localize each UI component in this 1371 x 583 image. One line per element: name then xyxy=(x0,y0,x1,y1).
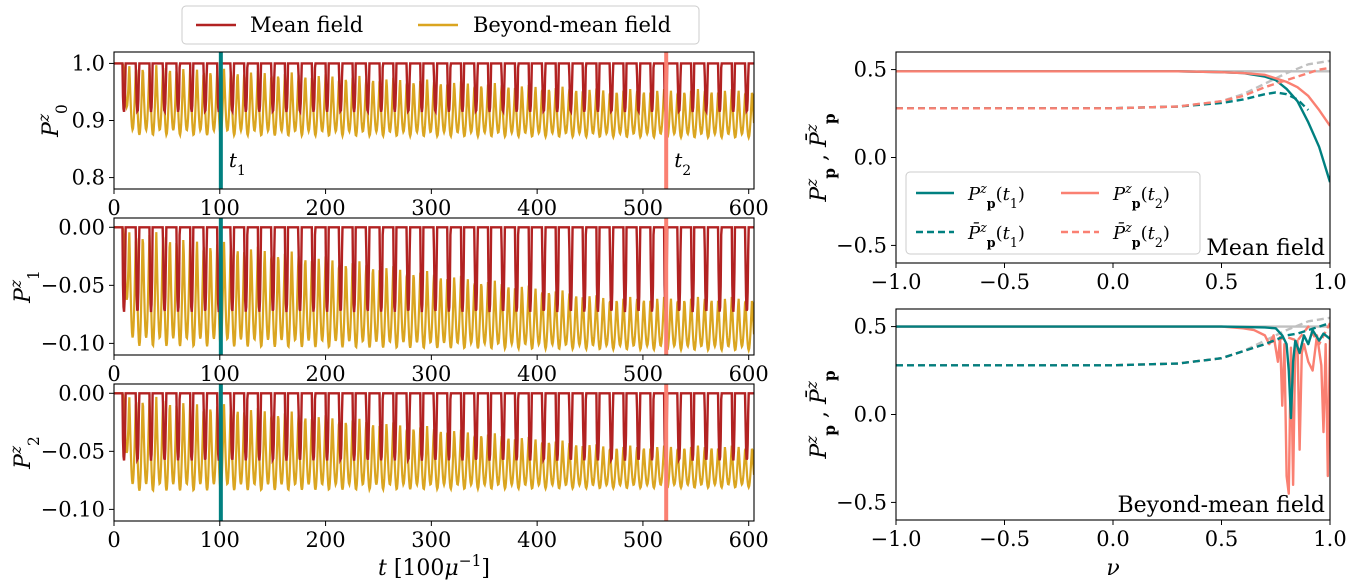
x-tick-label: 400 xyxy=(517,528,557,552)
x-tick-label: 200 xyxy=(306,196,346,220)
x-tick-label: 1.0 xyxy=(1313,527,1346,551)
series-line xyxy=(896,70,1330,183)
panel-label: Mean field xyxy=(1206,236,1325,261)
legend-label-mean-field: Mean field xyxy=(250,13,363,37)
panel-beyond-mean-field-spectrum: −1.0 −0.5 0.0 0.5 1.0 0.5 0.0 −0.5 Pzp , P̄zp Bey… xyxy=(803,308,1347,581)
y-tick-label: −0.10 xyxy=(41,331,105,355)
series-line xyxy=(896,59,1330,110)
panel-p2: 0 100 200 300 400 500 600 0.00 −0.05 −0.10 Pz2 t [1… xyxy=(7,381,769,581)
y-tick-label: −0.05 xyxy=(41,273,105,297)
x-tick-label: 100 xyxy=(200,362,240,386)
y-axis-label: Pz1 xyxy=(7,270,43,304)
x-tick-label: 100 xyxy=(200,528,240,552)
x-tick-label: 400 xyxy=(517,362,557,386)
y-tick-label: 0.0 xyxy=(854,403,887,427)
series-line xyxy=(896,66,1330,110)
y-axis-label-text: Pz0 xyxy=(35,104,71,138)
x-tick-label: −1.0 xyxy=(871,527,922,551)
panel-mean-field-spectrum: −1.0 −0.5 0.0 0.5 1.0 0.5 0.0 −0.5 Pzp , P̄zp Mea… xyxy=(803,51,1347,294)
series-line xyxy=(896,91,1310,111)
legend-label: Pzp(t1) xyxy=(967,181,1025,211)
y-tick-label: 1.0 xyxy=(72,51,105,75)
series-line xyxy=(896,316,1330,367)
axes-frame xyxy=(113,217,755,356)
plot-area xyxy=(114,218,754,355)
x-tick-label: 600 xyxy=(729,196,769,220)
legend-label-beyond-mean-field: Beyond-mean field xyxy=(473,13,671,37)
y-axis-label: Pzp , P̄zp xyxy=(803,113,839,203)
y-axis-label: Pz0 xyxy=(35,104,71,138)
x-tick-label: −0.5 xyxy=(979,527,1030,551)
y-tick-label: −0.5 xyxy=(836,490,887,514)
x-tick-label: 300 xyxy=(411,196,451,220)
y-axis-label-text: Pz1 xyxy=(7,270,43,304)
x-tick-label: 600 xyxy=(729,528,769,552)
y-axis-label-text: Pzp , P̄zp xyxy=(803,113,839,203)
series-line xyxy=(896,325,1330,495)
y-tick-label: −0.10 xyxy=(41,497,105,521)
x-tick-label: 0.0 xyxy=(1096,527,1129,551)
y-axis-label-text: Pzp , P̄zp xyxy=(803,370,839,460)
y-tick-label: −0.05 xyxy=(41,439,105,463)
series-line xyxy=(896,321,1330,367)
x-tick-label: 0 xyxy=(107,528,120,552)
panel-p0: t1 t2 0 100 200 300 400 500 600 0.8 0.9 1.0 Pz0 xyxy=(35,51,769,220)
y-tick-label: 0.8 xyxy=(72,166,105,190)
y-axis-label: Pzp , P̄zp xyxy=(803,370,839,460)
plot-area xyxy=(896,316,1330,495)
legend-label: Pzp(t2) xyxy=(1112,181,1170,211)
y-tick-label: 0.9 xyxy=(72,109,105,133)
x-tick-label: 0 xyxy=(107,196,120,220)
x-tick-label: 200 xyxy=(306,362,346,386)
x-tick-label: 300 xyxy=(411,528,451,552)
y-axis-label-text: Pz2 xyxy=(7,436,43,470)
x-tick-label: 1.0 xyxy=(1313,270,1346,294)
x-tick-label: 0.5 xyxy=(1205,270,1238,294)
x-tick-label: 200 xyxy=(306,528,346,552)
x-tick-label: 300 xyxy=(411,362,451,386)
x-tick-label: 0.5 xyxy=(1205,527,1238,551)
x-axis-label: ν xyxy=(1106,556,1119,581)
plot-area xyxy=(114,384,754,521)
y-tick-label: −0.5 xyxy=(836,233,887,257)
series-line xyxy=(896,70,1330,127)
y-axis-label: Pz2 xyxy=(7,436,43,470)
axes-frame xyxy=(895,308,1331,521)
legend-label: P̄zp(t2) xyxy=(1112,220,1170,250)
x-tick-label: 400 xyxy=(517,196,557,220)
plot-area xyxy=(896,59,1330,183)
x-tick-label: 500 xyxy=(623,196,663,220)
legend-box xyxy=(905,171,1201,255)
y-tick-label: 0.5 xyxy=(854,58,887,82)
t1-label: t1 xyxy=(229,148,246,179)
legend-label: P̄zp(t1) xyxy=(967,220,1025,250)
t2-label: t2 xyxy=(674,148,691,179)
plot-area xyxy=(114,52,754,189)
x-tick-label: 500 xyxy=(623,528,663,552)
y-tick-label: 0.5 xyxy=(854,315,887,339)
axes-frame xyxy=(113,383,755,522)
x-tick-label: 0 xyxy=(107,362,120,386)
x-tick-label: 500 xyxy=(623,362,663,386)
y-tick-label: 0.00 xyxy=(58,215,105,239)
series-line xyxy=(896,325,1330,420)
y-tick-label: 0.0 xyxy=(854,146,887,170)
spectrum-legend: Pzp(t1) Pzp(t2) P̄zp(t1) P̄zp(t2) xyxy=(905,171,1201,255)
x-tick-label: −1.0 xyxy=(871,270,922,294)
series-line xyxy=(896,322,1330,367)
x-tick-label: 0.0 xyxy=(1096,270,1129,294)
x-tick-label: 100 xyxy=(200,196,240,220)
x-tick-label: 600 xyxy=(729,362,769,386)
top-legend: Mean field Beyond-mean field xyxy=(181,5,700,45)
x-axis-label: t [100μ−1] xyxy=(378,552,490,581)
y-tick-label: 0.00 xyxy=(58,381,105,405)
panel-p1: 0 100 200 300 400 500 600 0.00 −0.05 −0.10 Pz1 xyxy=(7,215,769,386)
panel-label: Beyond-mean field xyxy=(1117,493,1325,518)
x-tick-label: −0.5 xyxy=(979,270,1030,294)
